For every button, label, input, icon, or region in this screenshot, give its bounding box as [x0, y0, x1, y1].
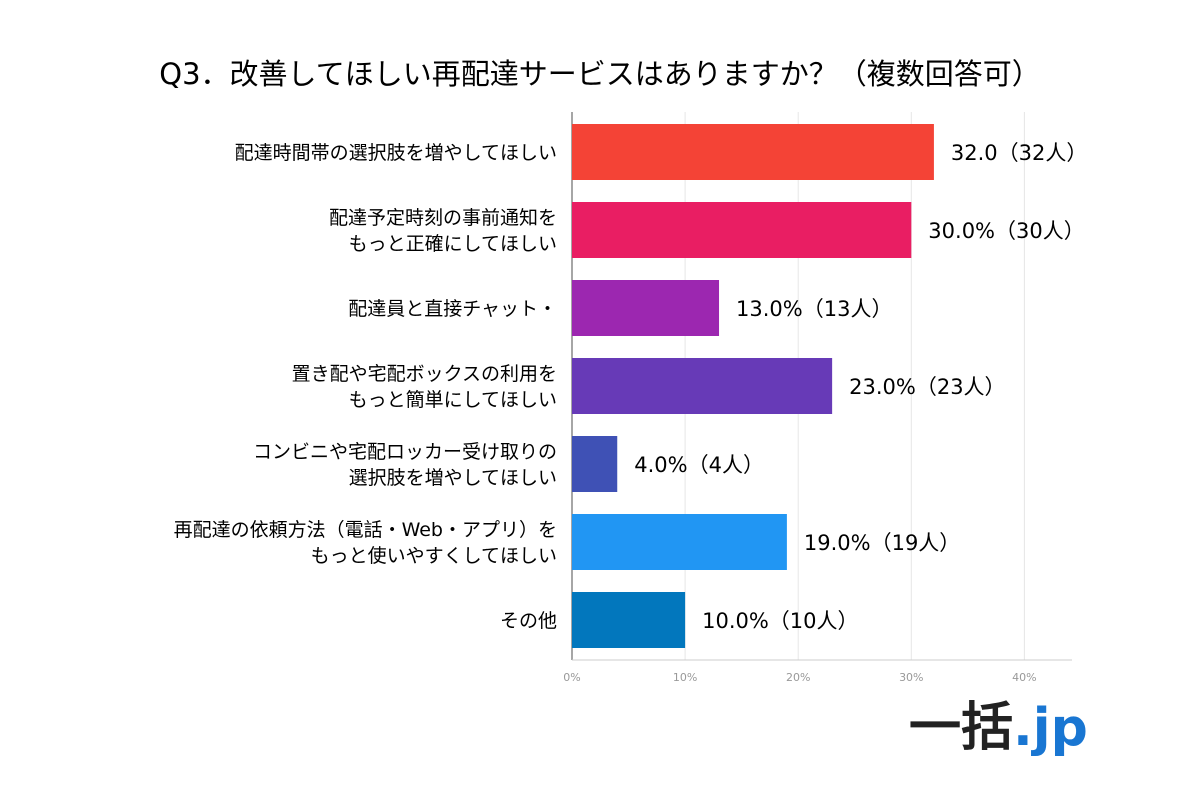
- bar: [572, 436, 618, 492]
- x-tick-label: 40%: [1012, 671, 1036, 684]
- brand-logo: 一括 .jp: [909, 698, 1088, 758]
- data-label: 32.0（32人）: [951, 141, 1087, 165]
- chart-title: Q3．改善してほしい再配達サービスはありますか？（複数回答可）: [159, 57, 1040, 91]
- data-label: 23.0%（23人）: [849, 375, 1005, 399]
- bar: [572, 514, 787, 570]
- category-label: 選択肢を増やしてほしい: [349, 467, 557, 489]
- category-label: 再配達の依頼方法（電話・Web・アプリ）を: [174, 519, 557, 541]
- category-label: 配達員と直接チャット・: [348, 298, 557, 320]
- category-label: 配達時間帯の選択肢を増やしてほしい: [235, 142, 557, 164]
- data-label: 10.0%（10人）: [702, 609, 858, 633]
- data-label: 19.0%（19人）: [804, 531, 960, 555]
- category-label: もっと簡単にしてほしい: [349, 389, 557, 411]
- category-label: 配達予定時刻の事前通知を: [329, 207, 557, 229]
- category-label: もっと正確にしてほしい: [349, 233, 557, 255]
- data-label: 13.0%（13人）: [736, 297, 892, 321]
- bar: [572, 124, 934, 180]
- x-tick-label: 0%: [563, 671, 580, 684]
- category-label: もっと使いやすくしてほしい: [311, 545, 557, 567]
- category-label: コンビニや宅配ロッカー受け取りの: [253, 441, 557, 463]
- logo-kanji: 一括: [909, 698, 1013, 758]
- bar: [572, 202, 912, 258]
- category-labels: 配達時間帯の選択肢を増やしてほしい配達予定時刻の事前通知をもっと正確にしてほしい…: [174, 142, 557, 632]
- x-tick-label: 20%: [786, 671, 810, 684]
- bars: [572, 124, 934, 648]
- category-label: 置き配や宅配ボックスの利用を: [292, 363, 557, 385]
- data-label: 4.0%（4人）: [634, 453, 764, 477]
- x-tick-label: 30%: [899, 671, 923, 684]
- x-tick-label: 10%: [673, 671, 697, 684]
- data-label: 30.0%（30人）: [928, 219, 1084, 243]
- data-labels: 32.0（32人） 30.0%（30人） 13.0%（13人） 23.0%（23人） 4…: [634, 141, 1087, 633]
- x-axis-ticks: 0% 10% 20% 30% 40%: [563, 671, 1036, 684]
- bar: [572, 358, 833, 414]
- bar: [572, 592, 686, 648]
- category-label: その他: [500, 610, 557, 632]
- bar: [572, 280, 720, 336]
- logo-suffix: .jp: [1013, 698, 1088, 758]
